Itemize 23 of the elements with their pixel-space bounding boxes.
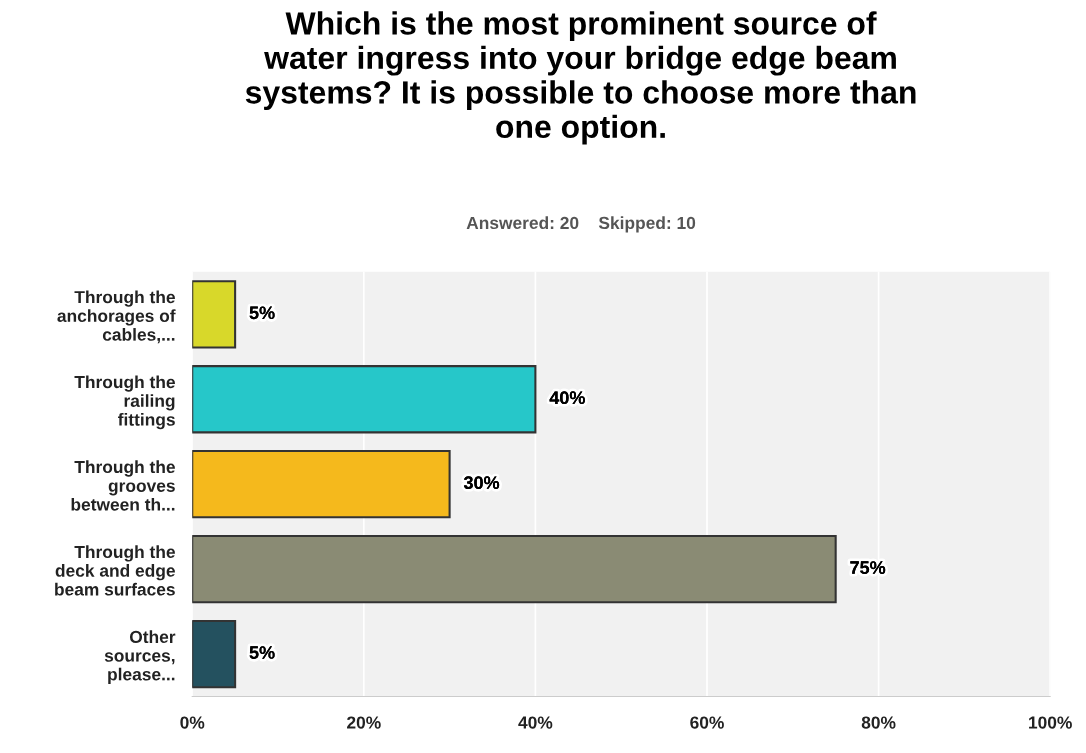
x-tick-label: 60% (690, 716, 724, 729)
x-tick-label: 100% (1029, 716, 1072, 729)
chart-subtitle: Answered: 20 Skipped: 10 (466, 216, 696, 233)
data-label: 5% (249, 646, 275, 659)
bar (192, 280, 237, 349)
data-label: 5% (249, 306, 275, 320)
bar (192, 450, 451, 519)
data-label: 40% (549, 391, 585, 405)
y-tick-label: Through the grooves between th... (71, 460, 175, 511)
x-tick-label: 40% (518, 716, 553, 729)
data-label: 75% (850, 561, 886, 574)
y-tick-label: Other sources, please... (104, 630, 176, 684)
bar (192, 534, 837, 604)
x-tick-label: 0% (180, 716, 205, 729)
chart-title: Which is the most prominent source of water ingress into your bridge edge beam systems? It is possible to choose more than one option. (245, 11, 916, 145)
bar (192, 619, 237, 689)
y-tick-label: Through the anchorages of cables,... (57, 290, 176, 344)
x-tick-label: 80% (861, 716, 896, 729)
data-label: 30% (463, 476, 500, 490)
y-tick-label: Through the deck and edge beam surfaces (55, 545, 175, 596)
bar (192, 365, 537, 434)
y-tick-label: Through the railing fittings (74, 375, 175, 430)
x-tick-label: 20% (347, 716, 381, 729)
